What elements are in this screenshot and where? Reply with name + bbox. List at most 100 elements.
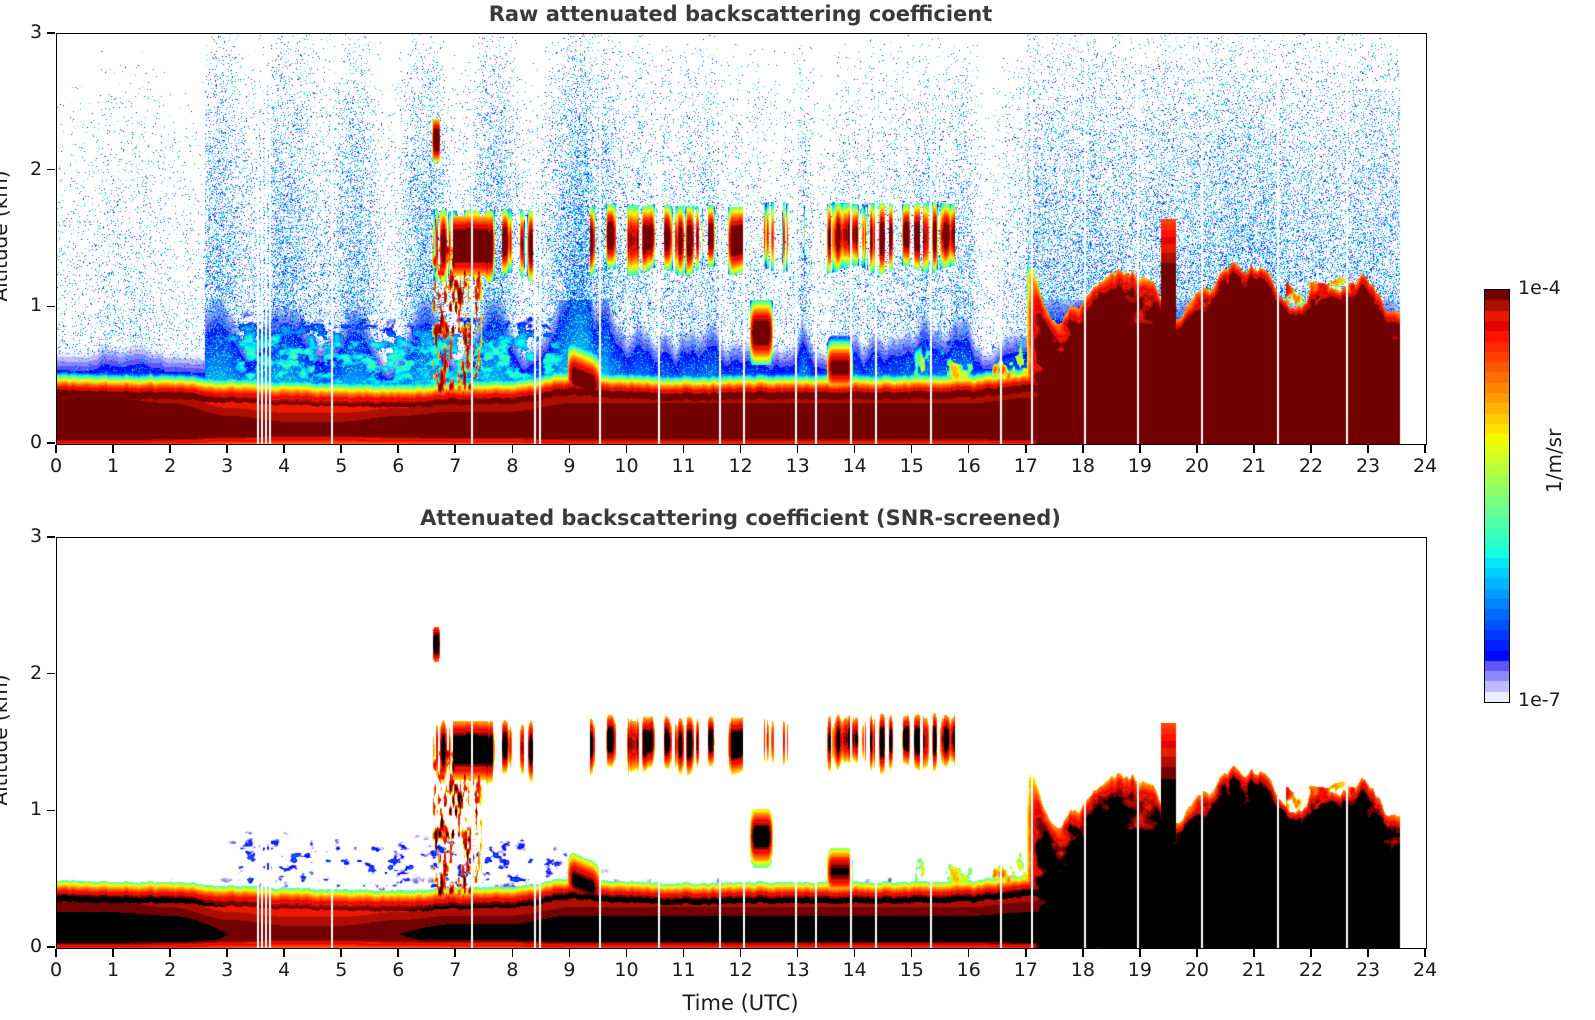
x-tick-label-23: 23: [1355, 959, 1381, 981]
x-tick-mark: [1024, 948, 1027, 957]
x-tick-mark: [226, 444, 228, 453]
x-axis-label: Time (UTC): [682, 991, 799, 1015]
x-tick-mark: [1196, 948, 1198, 957]
x-tick-mark: [454, 444, 457, 453]
y-tick-mark: [47, 672, 55, 675]
x-tick-mark: [682, 444, 685, 453]
x-tick-mark: [55, 948, 57, 957]
y-tick-mark: [47, 168, 55, 171]
x-tick-label-14: 14: [842, 959, 867, 981]
x-tick-mark: [454, 948, 457, 957]
x-tick-label-24: 24: [1413, 959, 1438, 981]
x-tick-mark: [1138, 444, 1141, 453]
colorbar: [1484, 289, 1510, 703]
x-tick-mark: [910, 948, 913, 957]
x-tick-mark: [625, 444, 628, 453]
x-tick-mark: [397, 444, 400, 453]
x-tick-mark: [112, 948, 114, 957]
x-tick-label-22: 22: [1298, 455, 1324, 477]
x-tick-mark: [283, 444, 285, 453]
x-tick-mark: [340, 444, 342, 453]
x-tick-mark: [1310, 948, 1312, 957]
x-tick-mark: [112, 444, 114, 453]
x-tick-mark: [1138, 948, 1141, 957]
x-tick-mark: [1196, 444, 1198, 453]
x-tick-label-18: 18: [1070, 455, 1095, 477]
y-tick-mark: [47, 809, 55, 812]
heatmap-canvas-screened: [57, 538, 1426, 948]
x-tick-label-16: 16: [956, 455, 981, 477]
panel-title-screened: Attenuated backscattering coefficient (S…: [420, 506, 1061, 530]
colorbar-tick-label-min: 1e-7: [1518, 689, 1561, 711]
x-tick-label-18: 18: [1070, 959, 1095, 981]
x-tick-label-15: 15: [899, 455, 924, 477]
x-tick-label-21: 21: [1241, 959, 1267, 981]
x-tick-label-4: 4: [278, 959, 291, 981]
x-tick-mark: [796, 948, 799, 957]
x-tick-label-14: 14: [842, 455, 867, 477]
x-tick-mark: [1310, 444, 1312, 453]
x-tick-label-3: 3: [221, 959, 234, 981]
y-tick-label-3: 3: [30, 21, 43, 43]
x-tick-label-20: 20: [1184, 959, 1210, 981]
x-tick-mark: [739, 948, 742, 957]
x-tick-mark: [511, 444, 514, 453]
x-tick-mark: [1253, 444, 1255, 453]
x-tick-mark: [568, 948, 571, 957]
x-tick-label-24: 24: [1413, 455, 1438, 477]
x-tick-label-11: 11: [671, 959, 696, 981]
x-tick-mark: [1424, 444, 1426, 453]
y-axis-label: Altitude (km): [0, 674, 12, 806]
y-tick-label-0: 0: [30, 431, 43, 453]
x-tick-label-19: 19: [1127, 959, 1152, 981]
x-tick-label-20: 20: [1184, 455, 1210, 477]
x-tick-label-17: 17: [1013, 455, 1038, 477]
y-tick-mark: [47, 536, 55, 538]
heatmap-panel-raw: [56, 33, 1427, 445]
x-tick-label-10: 10: [614, 455, 639, 477]
x-tick-mark: [568, 444, 571, 453]
x-tick-label-9: 9: [563, 455, 576, 477]
x-tick-label-9: 9: [563, 959, 576, 981]
y-tick-mark: [47, 32, 55, 34]
x-tick-mark: [283, 948, 285, 957]
x-tick-label-0: 0: [50, 455, 63, 477]
x-tick-label-19: 19: [1127, 455, 1152, 477]
x-tick-label-6: 6: [392, 959, 405, 981]
x-tick-label-23: 23: [1355, 455, 1381, 477]
x-tick-label-2: 2: [164, 455, 177, 477]
x-tick-mark: [1424, 948, 1426, 957]
x-tick-label-10: 10: [614, 959, 639, 981]
x-tick-mark: [1367, 444, 1369, 453]
x-tick-label-7: 7: [449, 959, 462, 981]
x-tick-mark: [340, 948, 342, 957]
x-tick-label-13: 13: [785, 455, 810, 477]
x-tick-mark: [739, 444, 742, 453]
x-tick-label-4: 4: [278, 455, 291, 477]
x-tick-mark: [226, 948, 228, 957]
x-tick-label-1: 1: [107, 959, 120, 981]
x-tick-label-21: 21: [1241, 455, 1267, 477]
y-tick-label-2: 2: [30, 157, 43, 180]
x-tick-mark: [853, 948, 856, 957]
x-tick-label-0: 0: [50, 959, 63, 981]
x-tick-label-3: 3: [221, 455, 234, 477]
y-tick-label-1: 1: [30, 798, 43, 821]
x-tick-mark: [511, 948, 514, 957]
heatmap-panel-screened: [56, 537, 1427, 949]
x-tick-mark: [796, 444, 799, 453]
x-tick-label-5: 5: [335, 959, 348, 981]
x-tick-mark: [169, 444, 171, 453]
panel-title-raw: Raw attenuated backscattering coefficien…: [488, 2, 993, 26]
y-tick-mark: [47, 442, 55, 444]
x-tick-mark: [397, 948, 400, 957]
x-tick-mark: [682, 948, 685, 957]
x-tick-mark: [55, 444, 57, 453]
x-tick-label-6: 6: [392, 455, 405, 477]
x-tick-label-16: 16: [956, 959, 981, 981]
x-tick-mark: [910, 444, 913, 453]
y-tick-mark: [47, 305, 55, 308]
x-tick-mark: [967, 948, 970, 957]
x-tick-label-22: 22: [1298, 959, 1324, 981]
